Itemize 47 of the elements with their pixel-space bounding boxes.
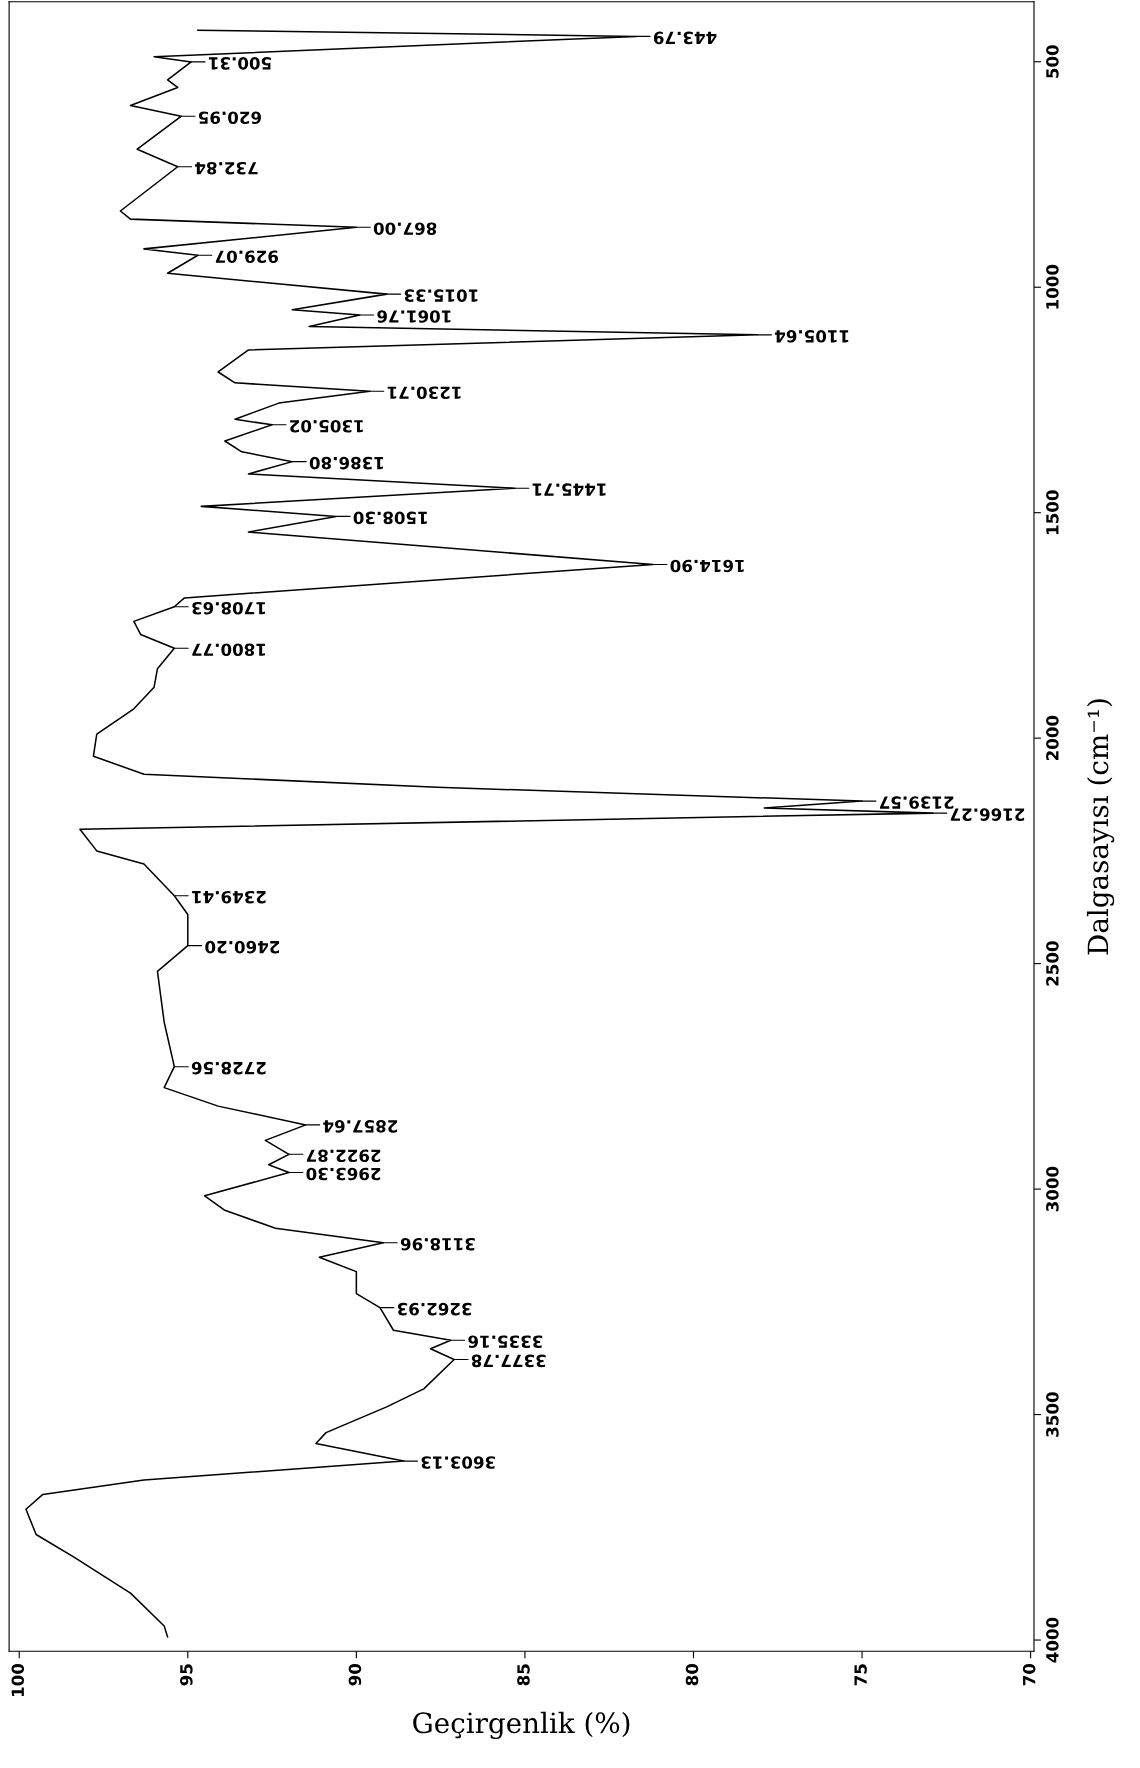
y-tick-label: 2000	[1046, 715, 1059, 761]
annotation: 2139.57	[880, 796, 954, 809]
annotation: 3603.13	[421, 1456, 496, 1469]
annotation: 2349.41	[192, 890, 266, 904]
y-axis-title: Dalgasayısı (cm⁻¹)	[1086, 699, 1115, 955]
annotation: 443.79	[653, 31, 717, 45]
annotation: 1015.33	[404, 289, 478, 302]
annotation: 2166.27	[950, 808, 1025, 821]
x-tick-label: 95	[180, 1664, 193, 1686]
annotation: 867.00	[373, 222, 437, 236]
x-tick-label: 70	[1022, 1663, 1036, 1686]
annotation: 1800.77	[192, 643, 266, 657]
annotation: 3335.16	[468, 1335, 543, 1349]
annotation: 3118.96	[400, 1237, 475, 1251]
annotation: 1508.30	[353, 511, 427, 525]
annotation: 1305.02	[290, 419, 363, 433]
y-tick-label: 4000	[1046, 1617, 1059, 1663]
y-tick-label: 1500	[1046, 490, 1059, 534]
x-tick-label: 80	[685, 1663, 699, 1686]
annotation: 2728.56	[191, 1061, 266, 1075]
annotation: 2460.20	[205, 940, 280, 954]
annotation: 1230.71	[387, 386, 461, 400]
annotation: 1386.80	[309, 456, 383, 470]
x-axis-title: Geçirgenlik (%)	[413, 1711, 630, 1740]
annotation: 1708.63	[192, 601, 266, 615]
annotation: 3262.93	[397, 1302, 472, 1316]
x-tick-label: 75	[854, 1664, 867, 1686]
annotation: 500.31	[208, 57, 271, 70]
y-tick-label: 500	[1046, 45, 1059, 78]
annotation: 1105.64	[774, 330, 849, 343]
x-tick-label: 90	[348, 1663, 362, 1686]
annotation: 2963.30	[306, 1167, 381, 1181]
y-tick-label: 3500	[1046, 1392, 1059, 1437]
x-tick-label: 100	[11, 1663, 25, 1697]
x-tick-label: 85	[517, 1664, 530, 1686]
y-tick-label: 1000	[1046, 264, 1059, 309]
annotation: 2857.64	[323, 1120, 398, 1133]
annotation: 3377.78	[471, 1354, 546, 1368]
annotation: 1061.76	[377, 310, 451, 323]
annotation: 929.07	[215, 250, 279, 263]
annotation: 1445.71	[532, 483, 606, 496]
y-tick-label: 2500	[1046, 941, 1059, 986]
annotation: 732.84	[195, 161, 258, 175]
y-tick-label: 3000	[1046, 1166, 1059, 1212]
annotation: 1614.90	[670, 559, 744, 573]
annotation: 620.95	[198, 111, 261, 125]
annotation: 2922.87	[306, 1149, 381, 1163]
